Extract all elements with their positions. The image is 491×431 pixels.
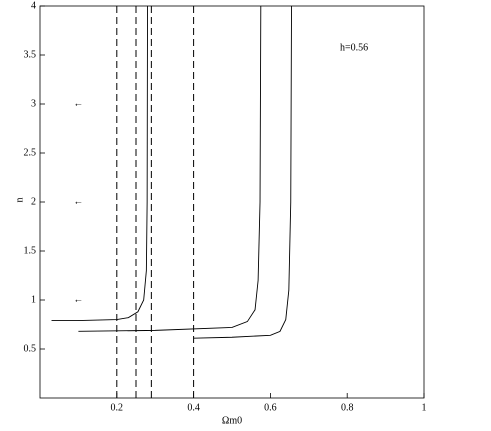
curve	[78, 5, 262, 332]
x-axis-label: Ωm0	[222, 415, 242, 426]
y-tick-label: 1	[31, 294, 36, 305]
y-tick-label: 3.5	[24, 49, 37, 60]
arrow-marker: ←	[73, 196, 83, 207]
curve	[51, 5, 148, 322]
x-tick-label: 0.8	[341, 402, 354, 413]
arrow-marker: ←	[73, 294, 83, 305]
annotation: h=0.56	[340, 42, 368, 53]
y-tick-label: 2	[31, 196, 36, 207]
plot-frame	[39, 5, 425, 399]
arrow-marker: ←	[73, 98, 83, 109]
y-tick-label: 1.5	[24, 245, 37, 256]
x-tick-label: 0.2	[111, 402, 124, 413]
x-tick-label: 0.4	[187, 402, 200, 413]
y-tick-label: 0.5	[24, 343, 37, 354]
y-tick-label: 2.5	[24, 147, 37, 158]
x-tick-label: 1	[422, 402, 427, 413]
x-tick-label: 0.6	[264, 402, 277, 413]
y-tick-label: 4	[31, 0, 36, 11]
y-tick-label: 3	[31, 98, 36, 109]
y-axis-label: n	[14, 198, 25, 203]
curve	[193, 5, 292, 339]
